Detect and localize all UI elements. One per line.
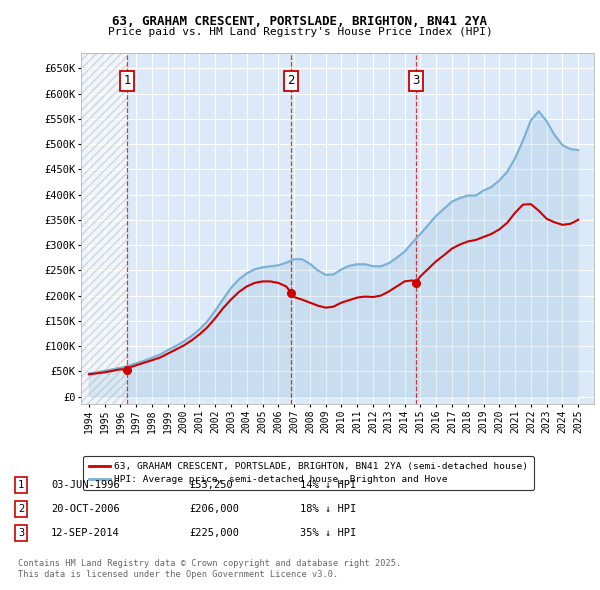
- Text: 63, GRAHAM CRESCENT, PORTSLADE, BRIGHTON, BN41 2YA: 63, GRAHAM CRESCENT, PORTSLADE, BRIGHTON…: [113, 15, 487, 28]
- Text: £206,000: £206,000: [189, 504, 239, 514]
- Text: 3: 3: [18, 529, 24, 538]
- Text: 3: 3: [412, 74, 419, 87]
- Text: Contains HM Land Registry data © Crown copyright and database right 2025.
This d: Contains HM Land Registry data © Crown c…: [18, 559, 401, 579]
- Text: 18% ↓ HPI: 18% ↓ HPI: [300, 504, 356, 514]
- Text: 2: 2: [287, 74, 295, 87]
- Text: 35% ↓ HPI: 35% ↓ HPI: [300, 529, 356, 538]
- Text: 1: 1: [18, 480, 24, 490]
- Text: 03-JUN-1996: 03-JUN-1996: [51, 480, 120, 490]
- Text: 14% ↓ HPI: 14% ↓ HPI: [300, 480, 356, 490]
- Legend: 63, GRAHAM CRESCENT, PORTSLADE, BRIGHTON, BN41 2YA (semi-detached house), HPI: A: 63, GRAHAM CRESCENT, PORTSLADE, BRIGHTON…: [83, 456, 534, 490]
- Bar: [81, 53, 127, 404]
- Text: £53,250: £53,250: [189, 480, 233, 490]
- Text: 20-OCT-2006: 20-OCT-2006: [51, 504, 120, 514]
- Text: 1: 1: [124, 74, 131, 87]
- Text: 12-SEP-2014: 12-SEP-2014: [51, 529, 120, 538]
- Text: 2: 2: [18, 504, 24, 514]
- Text: £225,000: £225,000: [189, 529, 239, 538]
- Text: Price paid vs. HM Land Registry's House Price Index (HPI): Price paid vs. HM Land Registry's House …: [107, 27, 493, 37]
